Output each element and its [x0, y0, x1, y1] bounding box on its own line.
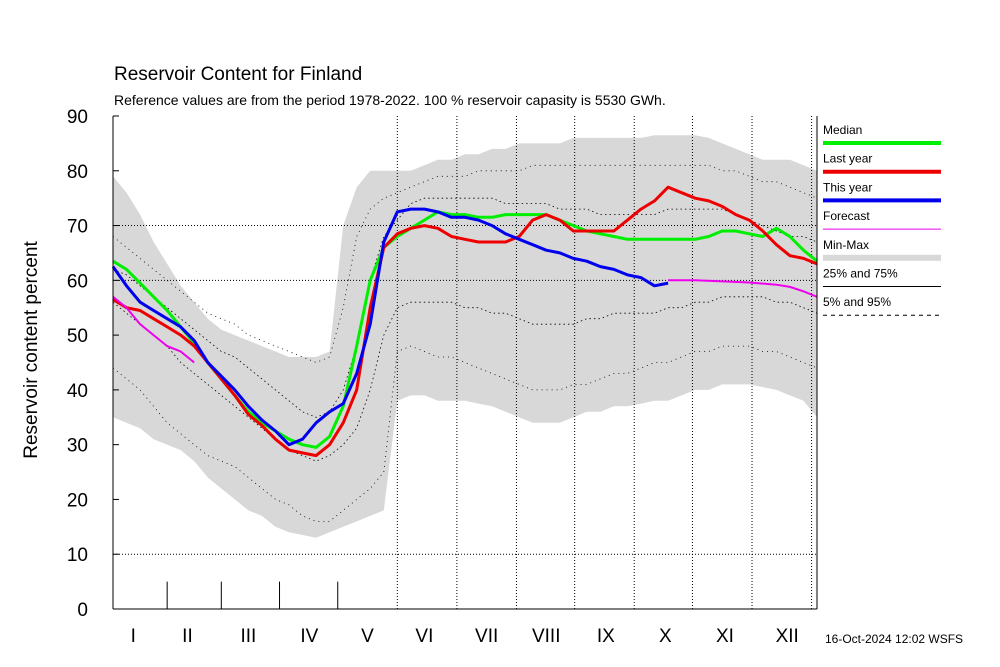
band-75-line — [112, 197, 818, 418]
band-95-line — [112, 164, 818, 363]
timestamp-footer: 16-Oct-2024 12:02 WSFS — [825, 632, 964, 646]
chart-subtitle: Reference values are from the period 197… — [114, 92, 666, 108]
month-label: VIII — [532, 626, 561, 647]
y-tick-label: 90 — [67, 107, 88, 128]
month-label: I — [131, 626, 136, 647]
y-tick-label: 40 — [67, 381, 88, 402]
legend-label: Min-Max — [823, 238, 869, 252]
y-tick-label: 30 — [67, 436, 88, 457]
series-lines — [111, 185, 818, 458]
y-tick-label: 50 — [67, 326, 88, 347]
reference-bands — [112, 135, 818, 538]
y-tick-label: 80 — [67, 162, 88, 183]
legend-label: This year — [823, 180, 872, 194]
band-25-line — [112, 296, 818, 462]
legend-swatch — [823, 254, 941, 261]
legend: Median Last year This year Forecast Min-Max 2… — [823, 123, 941, 316]
y-tick-label: 70 — [67, 217, 88, 238]
series-last-year — [112, 185, 818, 458]
legend-label: 5% and 95% — [823, 295, 891, 309]
month-label: XII — [776, 626, 799, 647]
month-label: VI — [415, 626, 433, 647]
grid-lines — [113, 116, 817, 609]
band-5-line — [112, 345, 818, 522]
month-label: XI — [716, 626, 734, 647]
y-tick-label: 0 — [77, 600, 88, 621]
month-label: IV — [300, 626, 318, 647]
y-tick-label: 10 — [67, 545, 88, 566]
series-this-year — [111, 207, 669, 447]
month-label: VII — [475, 626, 498, 647]
series-forecast — [112, 296, 195, 364]
series-forecast — [668, 279, 818, 298]
legend-label: Median — [823, 123, 862, 137]
chart-title: Reservoir Content for Finland — [114, 64, 363, 85]
month-label: IX — [597, 626, 615, 647]
legend-label: Last year — [823, 152, 872, 166]
band-min-max — [113, 135, 817, 538]
month-label: X — [659, 626, 672, 647]
legend-label: 25% and 75% — [823, 267, 898, 281]
y-tick-label: 60 — [67, 271, 88, 292]
y-tick-label: 20 — [67, 490, 88, 511]
month-label: II — [182, 626, 193, 647]
month-label: III — [240, 626, 256, 647]
month-label: V — [361, 626, 374, 647]
legend-label: Forecast — [823, 209, 870, 223]
